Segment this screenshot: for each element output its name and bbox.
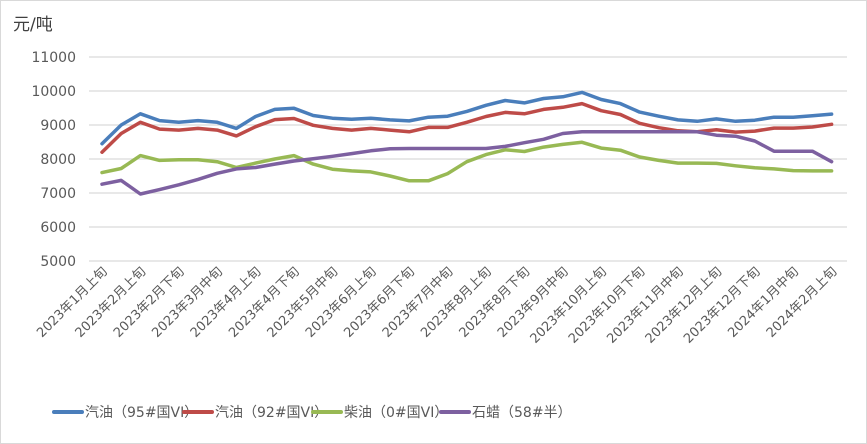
legend-item: 柴油（0#国VI）: [311, 405, 448, 421]
legend-item: 石蜡（58#半）: [439, 405, 572, 421]
gridlines: [89, 56, 847, 262]
series-lines: [100, 90, 834, 196]
legend-item: 汽油（92#国VI）: [182, 405, 328, 421]
unit-label: 元/吨: [13, 15, 53, 35]
y-tick-label: 6000: [40, 220, 76, 236]
x-tick-label: 2024年2月上旬: [764, 264, 841, 341]
series-line-2: [100, 140, 834, 183]
y-tick-label: 10000: [31, 84, 76, 100]
series-line-1: [100, 101, 834, 154]
legend-label: 柴油（0#国VI）: [344, 405, 448, 421]
legend-label: 汽油（95#国VI）: [85, 405, 198, 421]
y-tick-label: 9000: [40, 118, 76, 134]
series-line-0: [100, 90, 834, 146]
y-axis-ticks: 5000 6000 7000 8000 9000 10000 11000: [31, 50, 76, 270]
legend-item: 汽油（95#国VI）: [52, 405, 198, 421]
legend: 汽油（95#国VI） 汽油（92#国VI） 柴油（0#国VI） 石蜡（58#半）: [52, 405, 572, 421]
x-axis-ticks: 2023年1月上旬2023年2月上旬2023年2月下旬2023年3月中旬2023…: [34, 264, 840, 346]
y-tick-label: 7000: [40, 186, 76, 202]
legend-label: 石蜡（58#半）: [472, 405, 572, 421]
series-line-3: [100, 130, 834, 196]
legend-label: 汽油（92#国VI）: [215, 405, 328, 421]
y-tick-label: 5000: [40, 254, 76, 270]
y-tick-label: 11000: [31, 50, 76, 66]
y-tick-label: 8000: [40, 152, 76, 168]
